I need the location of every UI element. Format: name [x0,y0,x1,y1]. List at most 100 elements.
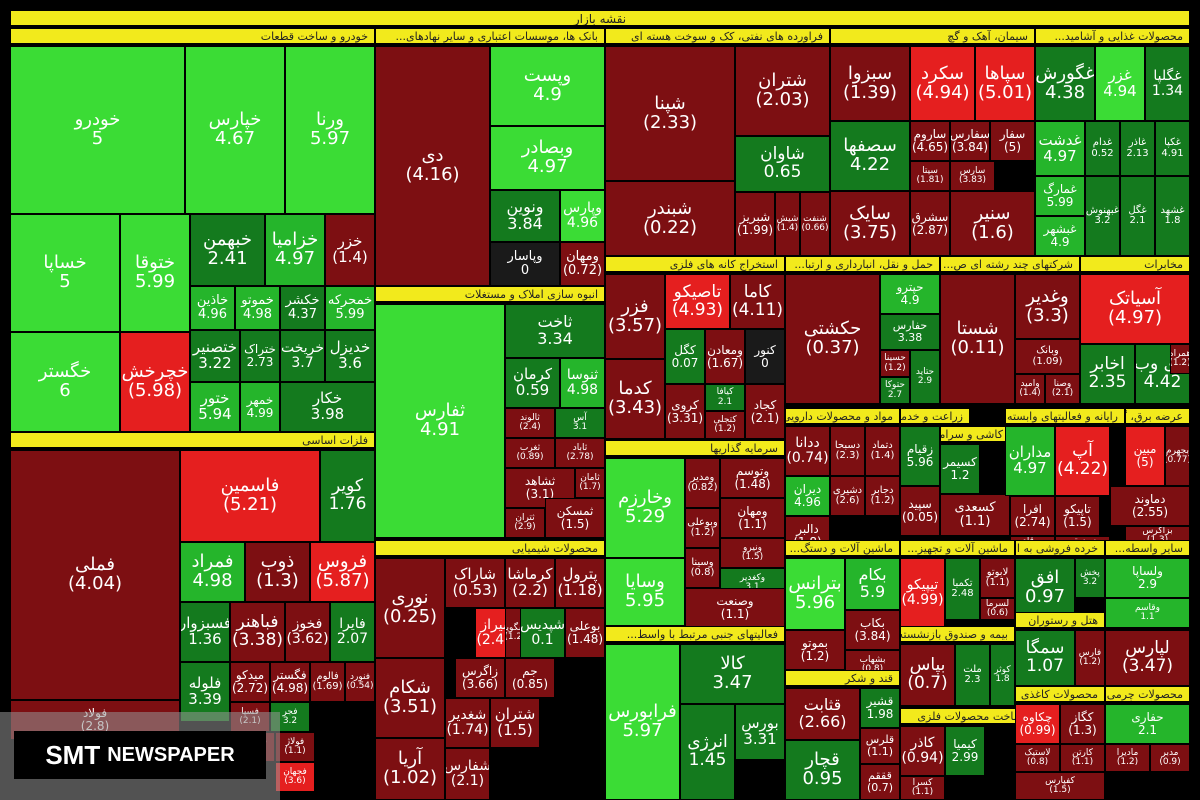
treemap-tile[interactable]: شاراک (0.53) [445,558,505,608]
treemap-tile[interactable]: کارتن (1.1) [1060,744,1105,772]
sector-header[interactable]: محصولات غذایی و آشامید... [1035,28,1190,44]
treemap-tile[interactable]: کتجلی (1.2) [705,411,745,439]
treemap-tile[interactable]: ومدیر (0.82) [685,458,720,508]
treemap-tile[interactable]: لپارس (3.47) [1105,630,1190,686]
treemap-tile[interactable]: کروی (3.31) [665,384,705,439]
sector-header[interactable]: محصولات چرمی [1105,686,1190,702]
treemap-tile[interactable]: سشرق (2.87) [910,191,950,256]
treemap-tile[interactable]: فولاژ (1.1) [275,732,315,762]
treemap-tile[interactable]: غگل 2.1 [1120,176,1155,256]
treemap-tile[interactable]: قثابت (2.66) [785,688,860,740]
sector-header[interactable]: قند و شکر [785,670,900,686]
treemap-tile[interactable]: سکرد (4.94) [910,46,975,121]
treemap-tile[interactable]: وپارس 4.96 [560,190,605,242]
treemap-tile[interactable]: کجاد (2.1) [745,384,785,439]
treemap-tile[interactable]: سپید (0.05) [900,486,940,536]
treemap-tile[interactable]: حتاید 2.9 [910,350,940,404]
treemap-tile[interactable]: فزر (3.57) [605,274,665,359]
treemap-tile[interactable]: آس 3.1 [555,408,605,438]
treemap-tile[interactable]: بجهرم (0.77) [1165,426,1190,486]
treemap-tile[interactable]: حپترو 4.9 [880,274,940,314]
treemap-tile[interactable]: ومهان (0.72) [560,242,605,286]
sector-header[interactable]: حمل و نقل، انبارداری و ارتبا... [785,256,940,272]
treemap-tile[interactable]: ورنا 5.97 [285,46,375,214]
treemap-tile[interactable]: دماوند (2.55) [1110,486,1190,526]
sector-header[interactable]: سیمان، آهک و گچ [830,28,1035,44]
treemap-tile[interactable]: خزر (1.4) [325,214,375,286]
sector-header[interactable]: عرضه برق، گاز، بخار... [1125,408,1190,424]
treemap-tile[interactable]: خموتو 4.98 [235,286,280,330]
treemap-tile[interactable]: غگلپا 1.34 [1145,46,1190,121]
treemap-tile[interactable]: حکشتی (0.37) [785,274,880,404]
treemap-tile[interactable]: غبشهر 4.9 [1035,216,1085,256]
treemap-tile[interactable]: لسرما (0.6) [980,598,1015,620]
treemap-tile[interactable]: وپاسار 0 [490,242,560,286]
treemap-tile[interactable]: فخوز (3.62) [285,602,330,662]
treemap-tile[interactable]: فنورد (0.54) [345,662,375,702]
treemap-tile[interactable]: ذوب (1.3) [245,542,310,602]
treemap-tile[interactable]: شفارس (2.1) [445,748,490,800]
treemap-tile[interactable]: وصنعت (1.1) [685,588,785,628]
treemap-tile[interactable]: انرژی 1.45 [680,704,735,800]
sector-header[interactable]: فراورده های نفتی، کک و سوخت هسته ای [605,28,830,44]
treemap-tile[interactable]: خمهر 4.99 [240,382,280,432]
treemap-tile[interactable]: غمارگ 5.99 [1035,176,1085,216]
sector-header[interactable]: خودرو و ساخت قطعات [10,28,375,44]
treemap-tile[interactable]: غدشت 4.97 [1035,121,1085,176]
treemap-tile[interactable]: آریا (1.02) [375,738,445,800]
treemap-tile[interactable]: ساروم (4.65) [910,121,950,161]
treemap-tile[interactable]: فملی (4.04) [10,450,180,700]
sector-header[interactable]: محصولات شیمیایی [375,540,605,556]
treemap-tile[interactable]: خزامیا 4.97 [265,214,325,286]
treemap-tile[interactable]: سایک (3.75) [830,191,910,256]
treemap-tile[interactable]: فسبزوار 1.36 [180,602,230,662]
sector-header[interactable]: سایر واسطه... [1105,540,1190,556]
treemap-tile[interactable]: وتوسم (1.48) [720,458,785,498]
treemap-tile[interactable]: خریخت 3.7 [280,330,325,382]
treemap-tile[interactable]: وپست 4.9 [490,46,605,126]
treemap-tile[interactable]: حفارس 3.38 [880,314,940,350]
treemap-tile[interactable]: ومهان (1.1) [720,498,785,538]
treemap-tile[interactable]: کاذر (0.94) [900,726,945,776]
treemap-tile[interactable]: ثنوسا 4.98 [560,358,605,408]
treemap-tile[interactable]: فرابورس 5.97 [605,644,680,800]
treemap-tile[interactable]: وبصادر 4.97 [490,126,605,190]
treemap-tile[interactable]: وبانک (1.09) [1015,339,1080,374]
treemap-tile[interactable]: فباهنر (3.38) [230,602,285,662]
treemap-tile[interactable]: تاصیکو (4.93) [665,274,730,329]
treemap-tile[interactable]: پترول (1.18) [555,558,605,608]
treemap-tile[interactable]: کگل 0.07 [665,329,705,384]
treemap-tile[interactable]: سپاها (5.01) [975,46,1035,121]
treemap-tile[interactable]: وسینا (0.8) [685,548,720,588]
sector-header[interactable]: ساخت محصولات فلزی [900,708,1030,724]
treemap-tile[interactable]: غزر 4.94 [1095,46,1145,121]
treemap-tile[interactable]: کیافا 2.1 [705,384,745,411]
treemap-tile[interactable]: دسبحا (2.3) [830,426,865,476]
sector-header[interactable]: کاشی و سرامیک [940,426,1010,442]
treemap-tile[interactable]: ونیرو (1.5) [720,538,785,568]
sector-header[interactable]: رایانه و فعالیتهای وابسته [1005,408,1125,424]
treemap-tile[interactable]: کرمان 0.59 [505,358,560,408]
treemap-tile[interactable]: حتوکا 2.7 [880,377,910,404]
treemap-tile[interactable]: شاوان 0.65 [735,136,830,192]
treemap-tile[interactable]: بورس 3.31 [735,704,785,760]
treemap-tile[interactable]: خکشر 4.37 [280,286,325,330]
treemap-tile[interactable]: وصنا (2.1) [1045,374,1080,404]
treemap-tile[interactable]: همراه (1.2) [1170,344,1190,374]
treemap-tile[interactable]: فاسمین (5.21) [180,450,320,542]
treemap-tile[interactable]: وخارزم 5.29 [605,458,685,558]
treemap-tile[interactable]: میدکو (2.72) [230,662,270,702]
treemap-tile[interactable]: سارس (3.83) [950,161,995,191]
treemap-tile[interactable]: حفاری 2.1 [1105,704,1190,744]
treemap-tile[interactable]: بپاس (0.7) [900,644,955,706]
treemap-tile[interactable]: حسینا (1.2) [880,350,910,377]
sector-header[interactable]: فلزات اساسی [10,432,375,448]
treemap-tile[interactable]: ونوین 3.84 [490,190,560,242]
treemap-tile[interactable]: فایرا 2.07 [330,602,375,662]
treemap-tile[interactable]: ختور 5.94 [190,382,240,432]
treemap-tile[interactable]: سنیر (1.6) [950,191,1035,256]
treemap-tile[interactable]: شنفت (0.66) [800,192,830,256]
treemap-tile[interactable]: ختراک 2.73 [240,330,280,382]
treemap-tile[interactable]: نوری (0.25) [375,558,445,658]
treemap-tile[interactable]: خپارس 4.67 [185,46,285,214]
